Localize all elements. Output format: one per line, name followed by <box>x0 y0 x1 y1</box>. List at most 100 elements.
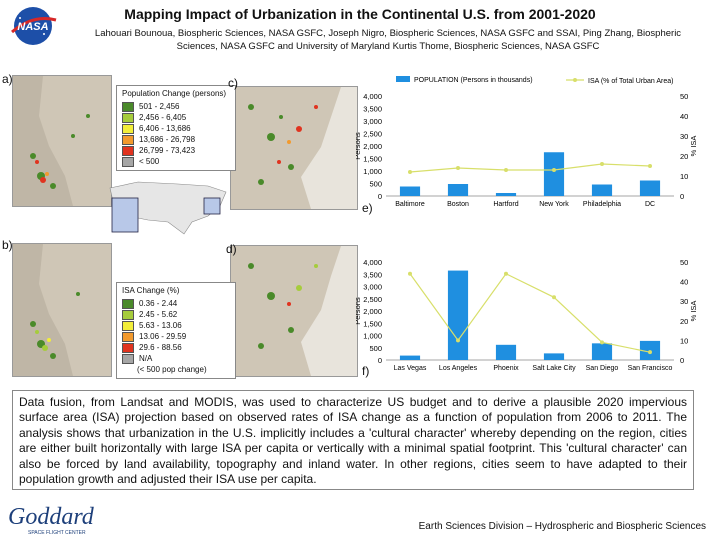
left-tick-label: 2,000 <box>363 307 382 316</box>
right-tick-label: 40 <box>680 112 688 121</box>
map-east-isa <box>230 245 358 377</box>
legend-population-item: 2,456 - 6,405 <box>122 112 230 123</box>
legend-population-label: 26,799 - 73,423 <box>139 146 196 155</box>
isa-point <box>648 164 652 168</box>
left-tick-label: 2,500 <box>363 130 382 139</box>
panel-label-f: f) <box>362 364 370 378</box>
svg-text:NASA: NASA <box>17 21 48 33</box>
legend-isa-title: ISA Change (%) <box>122 286 180 295</box>
panel-label-d: d) <box>226 242 237 256</box>
category-label: Philadelphia <box>583 201 621 208</box>
legend-isa-swatch <box>122 342 134 353</box>
left-tick-label: 2,000 <box>363 142 382 151</box>
legend-bar-swatch <box>396 76 410 82</box>
legend-population-item: 26,799 - 73,423 <box>122 145 230 156</box>
legend-population-swatch <box>122 112 134 123</box>
legend-line-marker <box>573 78 577 82</box>
legend-isa-swatch <box>122 331 134 342</box>
category-label: Hartford <box>493 201 518 208</box>
left-tick-label: 500 <box>369 344 382 353</box>
goddard-logo: Goddard SPACE FLIGHT CENTER <box>6 498 102 538</box>
population-bar <box>495 193 517 196</box>
isa-point <box>504 168 508 172</box>
panel-label-a: a) <box>2 72 13 86</box>
legend-isa-swatch <box>122 353 134 364</box>
category-label: Las Vegas <box>394 365 427 372</box>
right-tick-label: 10 <box>680 172 688 181</box>
population-bar <box>399 355 421 360</box>
category-label: Baltimore <box>395 201 425 208</box>
isa-line <box>409 272 651 353</box>
category-label: Phoenix <box>493 365 519 372</box>
panel-label-e: e) <box>362 201 373 215</box>
category-label: Salt Lake City <box>532 365 576 372</box>
map-west-population <box>12 75 112 207</box>
legend-isa-swatch <box>122 309 134 320</box>
legend-population-label: < 500 <box>139 157 160 166</box>
right-tick-label: 50 <box>680 258 688 267</box>
population-bar <box>591 184 613 196</box>
left-tick-label: 3,500 <box>363 270 382 279</box>
population-bar <box>447 270 469 360</box>
legend-bar-label: POPULATION (Persons in thousands) <box>414 77 533 84</box>
right-tick-label: 0 <box>680 356 684 365</box>
right-tick-label: 50 <box>680 92 688 101</box>
isa-point <box>552 295 556 300</box>
legend-isa-swatch <box>122 298 134 309</box>
footer-division: Earth Sciences Division – Hydrospheric a… <box>418 521 706 532</box>
legend-population-swatch <box>122 123 134 134</box>
legend-population-item: 6,406 - 13,686 <box>122 123 230 134</box>
chart-f-west-cities: 4,0003,5003,0002,5002,0001,5001,00050005… <box>356 258 698 372</box>
chart-e-east-cities: 4,0003,5003,0002,5002,0001,5001,00050005… <box>356 76 698 208</box>
legend-isa-item: 0.36 - 2.44 <box>122 298 230 309</box>
legend-population-label: 6,406 - 13,686 <box>139 124 191 133</box>
legend-population-item: < 500 <box>122 156 230 167</box>
isa-point <box>648 350 652 355</box>
panel-label-b: b) <box>2 238 13 252</box>
left-tick-label: 0 <box>378 192 382 201</box>
legend-population-swatch <box>122 145 134 156</box>
category-label: Boston <box>447 201 469 208</box>
summary-text: Data fusion, from Landsat and MODIS, was… <box>12 390 694 490</box>
isa-line <box>409 163 651 173</box>
legend-line-label: ISA (% of Total Urban Area) <box>588 78 673 85</box>
legend-population-title: Population Change (persons) <box>122 89 227 98</box>
left-tick-label: 2,500 <box>363 295 382 304</box>
legend-population-swatch <box>122 156 134 167</box>
isa-point <box>600 162 604 166</box>
panel-label-c: c) <box>228 76 238 90</box>
isa-point <box>504 271 508 276</box>
category-label: DC <box>645 201 655 208</box>
authors-line: Lahouari Bounoua, Biospheric Sciences, N… <box>94 28 682 52</box>
category-label: New York <box>539 201 569 208</box>
right-tick-label: 0 <box>680 192 684 201</box>
isa-point <box>456 166 460 170</box>
left-tick-label: 500 <box>369 180 382 189</box>
legend-isa-swatch <box>122 366 132 374</box>
legend-isa-item: 5.63 - 13.06 <box>122 320 230 331</box>
left-tick-label: 0 <box>378 356 382 365</box>
population-bar <box>399 186 421 196</box>
legend-population-label: 13,686 - 26,798 <box>139 135 196 144</box>
right-tick-label: 20 <box>680 317 688 326</box>
population-bar <box>543 353 565 360</box>
isa-point <box>456 338 460 343</box>
page-title: Mapping Impact of Urbanization in the Co… <box>124 6 596 22</box>
right-tick-label: 10 <box>680 336 688 345</box>
left-tick-label: 1,500 <box>363 319 382 328</box>
legend-isa-change: ISA Change (%) 0.36 - 2.44 2.45 - 5.62 5.6… <box>116 282 236 379</box>
category-label: San Diego <box>586 365 619 372</box>
legend-population-item: 501 - 2,456 <box>122 101 230 112</box>
legend-isa-swatch <box>122 320 134 331</box>
legend-population-item: 13,686 - 26,798 <box>122 134 230 145</box>
legend-isa-label: (< 500 pop change) <box>137 365 207 374</box>
population-bar <box>543 152 565 196</box>
legend-isa-label: 5.63 - 13.06 <box>139 321 182 330</box>
legend-population-swatch <box>122 134 134 145</box>
map-west-isa <box>12 243 112 377</box>
legend-isa-label: 2.45 - 5.62 <box>139 310 178 319</box>
isa-point <box>408 271 412 276</box>
left-tick-label: 4,000 <box>363 258 382 267</box>
left-tick-label: 4,000 <box>363 92 382 101</box>
left-tick-label: 3,500 <box>363 105 382 114</box>
